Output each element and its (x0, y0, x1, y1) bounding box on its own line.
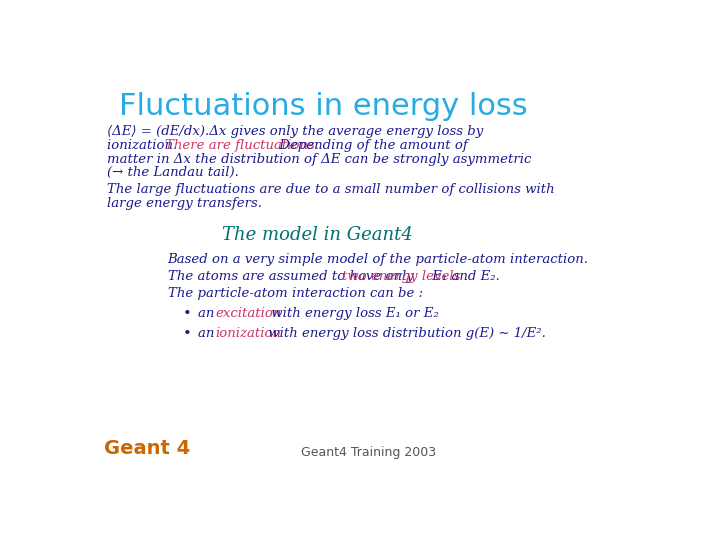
Text: The large fluctuations are due to a small number of collisions with: The large fluctuations are due to a smal… (107, 184, 554, 197)
Text: The particle-atom interaction can be :: The particle-atom interaction can be : (168, 287, 423, 300)
Text: excitation: excitation (215, 307, 282, 320)
Text: •: • (183, 327, 192, 341)
Text: an: an (199, 327, 219, 340)
Text: There are fluctuations.: There are fluctuations. (165, 139, 319, 152)
Text: Depending of the amount of: Depending of the amount of (275, 139, 468, 152)
Text: matter in Δx the distribution of ΔE can be strongly asymmetric: matter in Δx the distribution of ΔE can … (107, 153, 531, 166)
Text: The model in Geant4: The model in Geant4 (222, 226, 413, 245)
Text: The atoms are assumed to have only: The atoms are assumed to have only (168, 271, 418, 284)
Text: •: • (183, 307, 192, 321)
Text: Geant4 Training 2003: Geant4 Training 2003 (302, 446, 436, 459)
Text: E₁ and E₂.: E₁ and E₂. (428, 271, 500, 284)
Text: an: an (199, 307, 219, 320)
Text: two energy levels: two energy levels (342, 271, 460, 284)
Text: large energy transfers.: large energy transfers. (107, 197, 262, 210)
Text: ⟨ΔE⟩ = (dE/dx).Δx gives only the average energy loss by: ⟨ΔE⟩ = (dE/dx).Δx gives only the average… (107, 125, 483, 138)
Text: Based on a very simple model of the particle-atom interaction.: Based on a very simple model of the part… (168, 253, 588, 266)
Text: ionization.: ionization. (107, 139, 181, 152)
Text: Geant 4: Geant 4 (104, 438, 190, 457)
Text: ionization: ionization (215, 327, 282, 340)
Text: (→ the Landau tail).: (→ the Landau tail). (107, 166, 239, 179)
Text: with energy loss E₁ or E₂: with energy loss E₁ or E₂ (266, 307, 438, 320)
Text: Fluctuations in energy loss: Fluctuations in energy loss (120, 92, 528, 121)
Text: with energy loss distribution g(E) ∼ 1/E².: with energy loss distribution g(E) ∼ 1/E… (264, 327, 546, 340)
